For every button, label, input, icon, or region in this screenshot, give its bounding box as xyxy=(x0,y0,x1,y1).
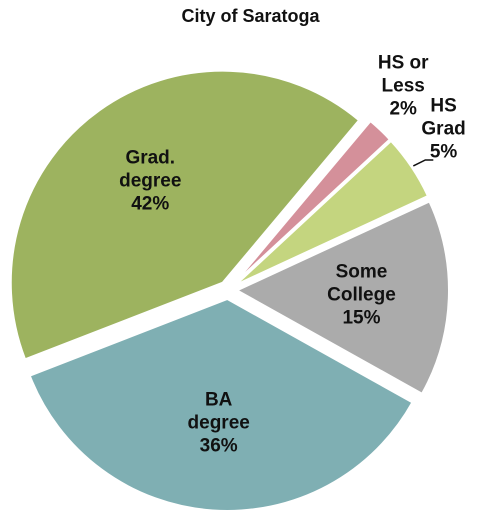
value-label: 42% xyxy=(131,193,170,215)
pie-slice xyxy=(9,69,361,361)
category-label: HS or Less xyxy=(377,52,429,97)
category-label: Grad. degree xyxy=(119,147,182,192)
category-label: Some College xyxy=(327,261,396,306)
chart-title: City of Saratoga xyxy=(181,6,320,26)
pie-slice xyxy=(234,139,430,286)
leader-line xyxy=(412,159,434,167)
value-label: 36% xyxy=(199,435,238,457)
value-label: 5% xyxy=(429,141,458,163)
category-label: HS Grad xyxy=(421,95,466,140)
value-label: 2% xyxy=(389,98,417,120)
pie-slice xyxy=(233,119,392,285)
category-label: BA degree xyxy=(187,389,250,434)
value-label: 15% xyxy=(342,307,381,329)
slice-label: Grad. degree 42% xyxy=(100,147,200,216)
slice-label: BA degree 36% xyxy=(169,389,269,458)
slice-label: Some College 15% xyxy=(311,261,411,330)
pie-slice xyxy=(28,297,414,512)
slice-label: HS or Less 2% xyxy=(374,51,432,120)
slice-label: HS Grad 5% xyxy=(415,94,473,163)
pie-slice xyxy=(234,200,450,396)
